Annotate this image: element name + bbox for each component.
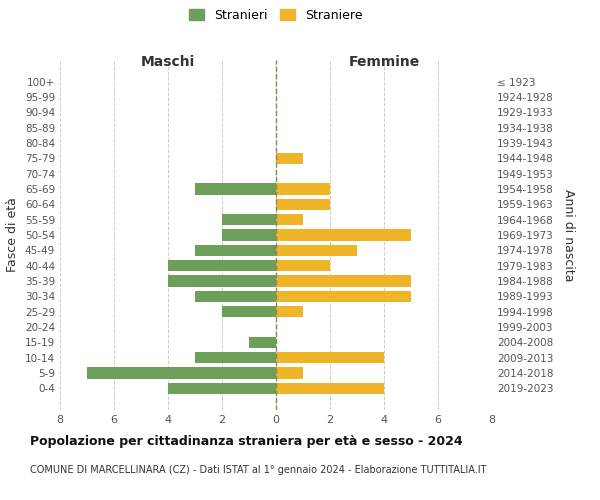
Bar	[168, 260, 276, 272]
Bar	[276, 183, 330, 194]
Text: Popolazione per cittadinanza straniera per età e sesso - 2024: Popolazione per cittadinanza straniera p…	[30, 435, 463, 448]
Bar	[195, 290, 276, 302]
Y-axis label: Fasce di età: Fasce di età	[7, 198, 19, 272]
Bar	[168, 382, 276, 394]
Text: Maschi: Maschi	[141, 56, 195, 70]
Bar	[249, 336, 276, 348]
Bar	[276, 229, 411, 241]
Bar	[195, 183, 276, 194]
Bar	[276, 352, 384, 364]
Bar	[87, 368, 276, 379]
Bar	[276, 382, 384, 394]
Bar	[276, 276, 411, 287]
Bar	[222, 306, 276, 318]
Text: Femmine: Femmine	[349, 56, 419, 70]
Text: COMUNE DI MARCELLINARA (CZ) - Dati ISTAT al 1° gennaio 2024 - Elaborazione TUTTI: COMUNE DI MARCELLINARA (CZ) - Dati ISTAT…	[30, 465, 487, 475]
Bar	[276, 244, 357, 256]
Legend: Stranieri, Straniere: Stranieri, Straniere	[189, 8, 363, 22]
Bar	[222, 229, 276, 241]
Bar	[276, 198, 330, 210]
Bar	[276, 152, 303, 164]
Bar	[195, 244, 276, 256]
Bar	[168, 276, 276, 287]
Bar	[276, 260, 330, 272]
Bar	[195, 352, 276, 364]
Bar	[276, 368, 303, 379]
Y-axis label: Anni di nascita: Anni di nascita	[562, 188, 575, 281]
Bar	[276, 214, 303, 226]
Bar	[276, 306, 303, 318]
Bar	[276, 290, 411, 302]
Bar	[222, 214, 276, 226]
